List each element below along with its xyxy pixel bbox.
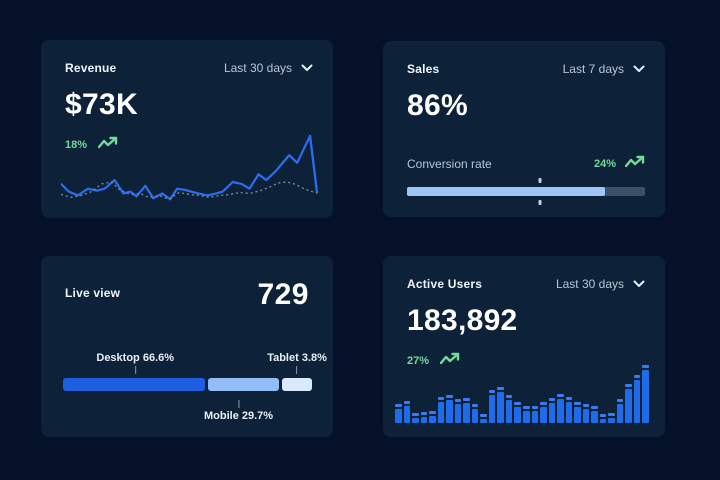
user-activity-bar bbox=[480, 414, 487, 423]
user-activity-bar bbox=[540, 402, 547, 423]
user-activity-bar bbox=[599, 414, 607, 423]
user-activity-bar bbox=[531, 406, 539, 423]
revenue-line-current bbox=[61, 134, 319, 201]
user-activity-bar bbox=[582, 404, 590, 423]
user-activity-bar bbox=[395, 404, 402, 423]
revenue-delta-row: 18% bbox=[41, 135, 333, 154]
revenue-value: $73K bbox=[65, 88, 138, 121]
tablet-share-text: Tablet 3.8% bbox=[267, 352, 327, 364]
device-share-stacked-bar bbox=[63, 378, 312, 391]
sales-delta: 24% bbox=[594, 154, 645, 173]
mobile-segment bbox=[207, 378, 279, 391]
user-activity-bar bbox=[591, 406, 598, 423]
active-users-bar-chart bbox=[395, 363, 649, 423]
desktop-segment bbox=[63, 378, 205, 391]
progress-target-marker bbox=[538, 178, 542, 183]
active-users-delta-value: 27% bbox=[407, 354, 430, 367]
progress-track bbox=[407, 187, 645, 196]
connector-tick bbox=[296, 366, 298, 374]
mobile-share-label: Mobile 29.7% bbox=[204, 400, 273, 422]
trend-up-icon bbox=[439, 351, 460, 370]
live-view-card-header: Live view 729 bbox=[41, 256, 333, 312]
revenue-line-previous bbox=[61, 181, 318, 200]
user-activity-bar bbox=[471, 404, 479, 423]
sales-card-header: Sales Last 7 days bbox=[383, 41, 665, 76]
user-activity-bar bbox=[522, 406, 530, 423]
sales-range-select[interactable]: Last 7 days bbox=[563, 62, 645, 76]
user-activity-bar bbox=[642, 365, 649, 423]
user-activity-bar bbox=[412, 413, 419, 423]
user-activity-bar bbox=[463, 398, 470, 423]
desktop-share-label: Desktop 66.6% bbox=[96, 352, 174, 374]
revenue-line-chart bbox=[61, 134, 319, 206]
active-users-delta-row: 27% bbox=[383, 351, 665, 370]
revenue-card-header: Revenue Last 30 days bbox=[41, 40, 333, 75]
user-activity-bar bbox=[497, 387, 504, 423]
user-activity-bar bbox=[437, 397, 445, 423]
live-view-card: Live view 729 Desktop 66.6% Tablet 3.8% … bbox=[41, 256, 333, 437]
live-view-value: 729 bbox=[257, 278, 309, 311]
user-activity-bar bbox=[625, 384, 632, 423]
user-activity-bar bbox=[454, 399, 462, 423]
sales-card-title: Sales bbox=[407, 62, 440, 76]
connector-tick bbox=[134, 366, 136, 374]
mobile-share-text: Mobile 29.7% bbox=[203, 410, 274, 422]
device-share-chart: Desktop 66.6% Tablet 3.8% Mobile 29.7% bbox=[63, 352, 327, 424]
user-activity-bar bbox=[616, 399, 624, 423]
revenue-delta-value: 18% bbox=[65, 138, 88, 151]
conversion-rate-row: Conversion rate 24% bbox=[383, 154, 665, 173]
user-activity-bar bbox=[608, 413, 615, 423]
user-activity-bar bbox=[446, 395, 453, 423]
conversion-rate-label: Conversion rate bbox=[407, 156, 492, 171]
revenue-card-title: Revenue bbox=[65, 61, 117, 75]
user-activity-bar bbox=[403, 401, 411, 423]
live-view-card-title: Live view bbox=[65, 286, 121, 300]
user-activity-bar bbox=[574, 402, 581, 423]
sales-card: Sales Last 7 days 86% Conversion rate 24… bbox=[383, 41, 665, 217]
active-users-value: 183,892 bbox=[407, 304, 518, 337]
revenue-range-label: Last 30 days bbox=[223, 61, 292, 75]
user-activity-bar bbox=[557, 394, 564, 423]
user-activity-bar bbox=[565, 397, 573, 423]
progress-fill bbox=[407, 187, 605, 196]
connector-tick bbox=[238, 400, 240, 408]
active-users-range-label: Last 30 days bbox=[555, 277, 624, 291]
trend-up-icon bbox=[97, 135, 118, 154]
user-activity-bar bbox=[420, 412, 428, 423]
user-activity-bar bbox=[429, 411, 436, 423]
trend-up-icon bbox=[624, 154, 645, 173]
tablet-segment bbox=[281, 378, 312, 391]
chevron-down-icon bbox=[633, 65, 645, 73]
revenue-card: Revenue Last 30 days $73K 18% bbox=[41, 40, 333, 218]
active-users-card: Active Users Last 30 days 183,892 27% bbox=[383, 256, 665, 437]
user-activity-bar bbox=[548, 398, 556, 423]
progress-target-marker bbox=[538, 200, 542, 205]
user-activity-bar bbox=[505, 395, 513, 423]
revenue-range-select[interactable]: Last 30 days bbox=[224, 61, 313, 75]
sales-range-label: Last 7 days bbox=[562, 62, 624, 76]
sales-value: 86% bbox=[407, 89, 468, 122]
active-users-card-header: Active Users Last 30 days bbox=[383, 256, 665, 291]
sales-delta-value: 24% bbox=[593, 157, 616, 170]
conversion-progress bbox=[407, 178, 645, 205]
user-activity-bar bbox=[514, 402, 521, 423]
tablet-share-label: Tablet 3.8% bbox=[267, 352, 327, 374]
user-activity-bar bbox=[488, 390, 496, 423]
active-users-range-select[interactable]: Last 30 days bbox=[556, 277, 645, 291]
chevron-down-icon bbox=[633, 280, 645, 288]
active-users-card-title: Active Users bbox=[407, 277, 483, 291]
chevron-down-icon bbox=[301, 64, 313, 72]
user-activity-bar bbox=[633, 375, 641, 423]
desktop-share-text: Desktop 66.6% bbox=[96, 352, 175, 364]
